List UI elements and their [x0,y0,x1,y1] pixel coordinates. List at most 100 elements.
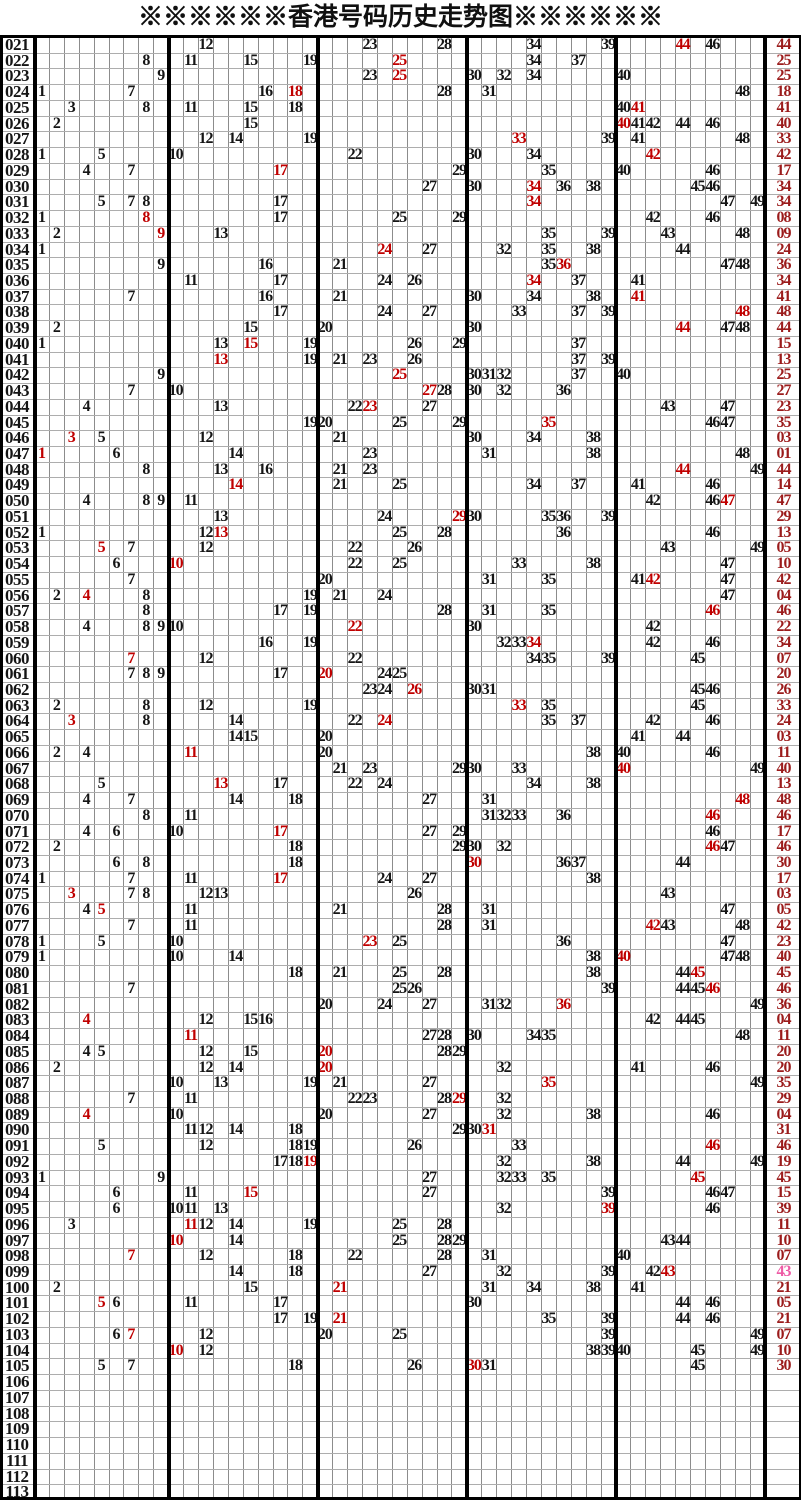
number-cell: 1 [37,869,46,887]
period-label: 112 [5,1466,29,1486]
draw-row: 056 2 4 8 19 21 24 47 04 [0,585,801,605]
grid-left-edge [0,37,3,1500]
number-cell: 3 [67,712,76,730]
special-number-cell: 45 [776,964,792,982]
grid-line [0,603,801,605]
number-cell: 19 [302,1137,318,1155]
draw-row: 074 1 7 11 17 24 27 38 17 [0,869,801,887]
number-cell: 1 [37,83,46,101]
special-number-cell: 25 [776,366,792,384]
number-cell: 26 [407,350,422,368]
grid-line [630,37,632,1500]
number-cell: 30 [466,680,482,698]
number-cell: 23 [362,680,377,698]
number-cell: 4 [82,743,91,761]
period-label: 103 [5,1324,30,1344]
grid-line [0,1468,801,1470]
number-cell: 46 [705,1310,720,1328]
special-number-cell: 41 [776,98,792,116]
number-cell: 6 [112,854,121,872]
number-cell: 27 [422,303,437,321]
special-number-cell: 23 [776,397,792,415]
special-number-cell: 46 [776,838,792,856]
draw-row: 047 1 6 14 23 31 38 48 01 [0,445,801,462]
number-cell: 24 [377,680,392,698]
number-cell: 27 [422,995,437,1013]
number-cell: 12 [198,1058,213,1076]
number-cell: 33 [511,1137,527,1155]
number-cell: 38 [586,948,601,966]
number-cell: 35 [541,602,556,620]
number-cell: 23 [362,36,377,53]
number-cell: 32 [496,838,512,856]
number-cell: 47 [720,901,735,919]
special-number-cell: 04 [776,1105,792,1123]
number-cell: 39 [601,130,616,148]
grid-line [287,37,289,1500]
period-label: 111 [5,1450,29,1470]
grid-line [0,1452,801,1454]
draw-row: 081 7 25 26 39 44 45 46 46 [0,980,801,997]
number-cell: 41 [630,728,646,746]
number-cell: 23 [362,445,377,462]
grid-line [183,37,185,1500]
draw-row: 087 10 13 19 21 27 35 49 35 [0,1074,801,1091]
number-cell: 30 [466,618,482,636]
number-cell: 29 [451,822,467,840]
number-cell: 8 [142,209,150,227]
draw-row: 027 12 14 19 33 39 41 48 33 [0,130,801,148]
number-cell: 2 [52,114,61,132]
number-cell: 9 [157,665,165,683]
grid-line [0,446,801,447]
grid-line [0,493,801,495]
period-label: 056 [5,585,30,605]
zone-divider-line [315,37,320,1500]
period-label: 072 [5,837,30,857]
number-cell: 6 [112,445,121,462]
number-cell: 48 [735,130,750,148]
number-cell: 22 [347,649,363,667]
special-number-cell: 07 [776,1325,792,1343]
draw-row: 077 7 11 28 31 42 43 48 42 [0,917,801,934]
special-number-cell: 11 [776,743,791,761]
number-cell: 46 [705,114,720,132]
special-number-cell: 20 [776,1058,792,1076]
number-cell: 39 [601,649,616,667]
number-cell: 36 [556,177,571,195]
draw-row: 091 5 12 18 19 26 33 46 46 [0,1137,801,1155]
number-cell: 23 [362,759,377,777]
grid-line [0,792,801,794]
number-cell: 5 [97,193,106,211]
special-number-cell: 20 [776,665,792,683]
draw-row: 065 14 15 20 41 44 03 [0,728,801,746]
number-cell: 15 [243,1184,258,1202]
grid-line [481,37,483,1500]
number-cell: 39 [601,224,616,242]
number-cell: 7 [127,570,135,588]
number-cell: 41 [630,114,646,132]
special-number-cell: 42 [776,146,792,164]
period-label: 113 [5,1482,29,1501]
number-cell: 39 [601,1341,616,1359]
draw-row: 086 2 12 14 20 32 41 46 20 [0,1058,801,1076]
draw-row: 079 1 10 14 38 40 47 48 40 [0,948,801,966]
number-cell: 24 [377,271,392,289]
number-cell: 15 [243,114,258,132]
number-cell: 37 [571,51,586,69]
grid-line [0,1342,801,1344]
number-cell: 10 [168,618,184,636]
number-cell: 27 [422,397,437,415]
number-cell: 37 [571,366,586,384]
number-cell: 45 [690,680,706,698]
number-cell: 31 [481,1278,497,1296]
number-cell: 31 [481,1121,497,1139]
number-cell: 47 [720,555,735,573]
number-cell: 36 [556,523,571,541]
number-cell: 10 [168,555,184,573]
draw-row: 038 17 24 27 33 37 39 48 48 [0,303,801,321]
number-cell: 45 [690,1011,706,1029]
number-cell: 18 [287,854,303,872]
number-cell: 28 [437,1247,452,1265]
number-cell: 37 [571,476,586,494]
number-cell: 33 [511,633,527,651]
